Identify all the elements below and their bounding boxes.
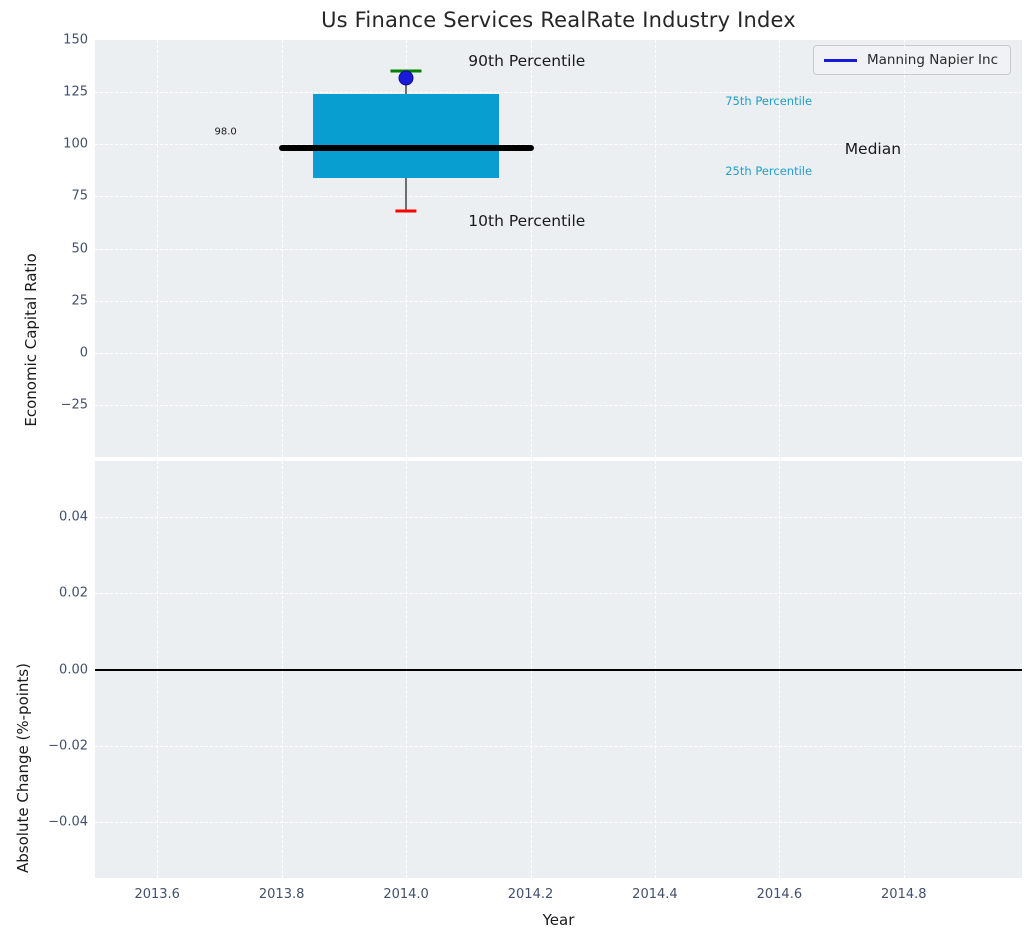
y-tick-label: 0	[79, 345, 88, 361]
x-tick-label: 2014.2	[507, 887, 554, 902]
y-tick-label: 0.00	[59, 662, 88, 677]
bottom-y-axis-label: Absolute Change (%-points)	[14, 663, 32, 873]
y-gridline	[95, 248, 1022, 250]
y-tick-label: 0.04	[59, 509, 88, 525]
x-axis-label: Year	[542, 911, 575, 929]
y-gridline	[95, 92, 1022, 94]
x-tick-label: 2013.6	[134, 887, 180, 902]
y-gridline	[95, 516, 1022, 518]
y-tick-label: 75	[71, 188, 88, 204]
annotation: 10th Percentile	[468, 212, 586, 231]
y-tick-label: −0.02	[48, 738, 88, 754]
x-tick-label: 2014.8	[881, 887, 927, 902]
y-gridline	[95, 300, 1022, 302]
legend-label: Manning Napier Inc	[867, 52, 998, 68]
company-data-point	[398, 70, 414, 86]
chart-title: Us Finance Services RealRate Industry In…	[321, 8, 796, 32]
y-gridline	[95, 593, 1022, 595]
median-line	[278, 145, 534, 152]
annotation: Median	[844, 139, 902, 158]
annotation: 98.0	[214, 126, 237, 138]
top-y-axis-label: Economic Capital Ratio	[22, 253, 40, 427]
y-tick-label: −0.04	[48, 814, 88, 830]
p10-cap	[395, 209, 417, 213]
y-tick-label: 100	[63, 136, 88, 152]
annotation: 75th Percentile	[725, 93, 813, 108]
y-tick-label: 150	[63, 32, 88, 48]
x-tick-label: 2014.0	[383, 887, 429, 902]
y-tick-label: 50	[71, 241, 88, 256]
x-tick-label: 2014.6	[756, 887, 803, 902]
x-tick-label: 2014.4	[632, 887, 678, 902]
y-gridline	[95, 822, 1022, 824]
y-tick-label: 0.02	[59, 585, 88, 601]
iqr-box	[312, 94, 500, 178]
y-gridline	[95, 352, 1022, 354]
annotation: 25th Percentile	[725, 164, 813, 179]
legend: Manning Napier Inc	[813, 45, 1011, 75]
legend-line-sample	[824, 58, 857, 62]
annotation: 90th Percentile	[468, 52, 586, 71]
y-tick-label: 25	[71, 293, 88, 309]
y-tick-label: −25	[60, 397, 88, 413]
zero-reference-line	[95, 668, 1022, 671]
y-gridline	[95, 745, 1022, 747]
y-gridline	[95, 144, 1022, 146]
y-gridline	[95, 404, 1022, 406]
y-tick-label: 125	[63, 84, 88, 100]
y-gridline	[95, 196, 1022, 198]
x-tick-label: 2013.8	[258, 887, 305, 902]
